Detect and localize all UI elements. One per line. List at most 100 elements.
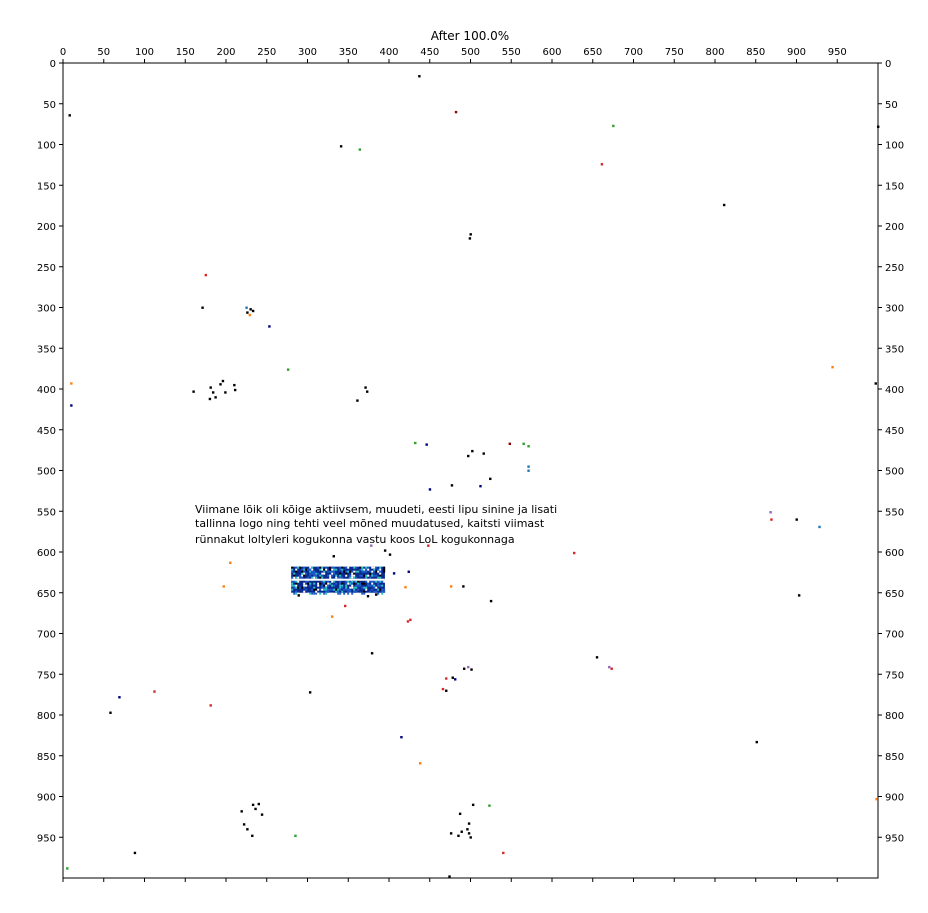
patch-pixel	[295, 584, 298, 587]
patch-pixel	[291, 568, 294, 571]
patch-pixel	[377, 584, 380, 587]
patch-pixel	[325, 588, 328, 591]
y-tick-label-left: 200	[37, 222, 56, 233]
data-point	[332, 555, 335, 558]
patch-pixel	[325, 592, 328, 595]
patch-pixel	[371, 570, 374, 573]
patch-pixel	[291, 576, 294, 579]
patch-pixel	[329, 566, 332, 569]
y-tick-label-left: 100	[37, 141, 56, 152]
patch-pixel	[357, 592, 360, 595]
patch-pixel	[333, 568, 336, 571]
patch-pixel	[327, 582, 330, 585]
data-point	[467, 822, 471, 825]
patch-pixel	[379, 574, 382, 577]
data-point	[468, 237, 472, 240]
data-point	[257, 802, 260, 806]
data-point	[449, 585, 453, 588]
y-tick-label-right: 350	[885, 344, 904, 355]
patch-pixel	[369, 580, 372, 583]
y-tick-label-right: 750	[885, 670, 904, 681]
patch-pixel	[373, 580, 376, 583]
patch-pixel	[313, 570, 316, 573]
patch-pixel	[379, 570, 382, 573]
patch-pixel	[327, 580, 330, 583]
patch-pixel	[379, 572, 382, 575]
patch-pixel	[353, 572, 356, 575]
patch-pixel	[347, 580, 350, 583]
data-point	[428, 488, 432, 491]
patch-pixel	[337, 592, 340, 595]
data-point	[445, 677, 448, 680]
x-tick-label: 500	[461, 47, 480, 58]
patch-pixel	[303, 570, 306, 573]
patch-pixel	[373, 586, 376, 589]
data-point	[251, 309, 255, 313]
patch-pixel	[377, 568, 380, 571]
patch-pixel	[365, 568, 368, 571]
patch-pixel	[341, 568, 344, 571]
patch-pixel	[295, 568, 298, 571]
patch-pixel	[345, 582, 348, 585]
data-point	[467, 665, 470, 669]
patch-pixel	[313, 576, 316, 579]
data-point	[224, 391, 227, 394]
patch-pixel	[295, 570, 298, 573]
patch-pixel	[359, 574, 362, 577]
patch-pixel	[379, 580, 382, 583]
data-point	[214, 396, 217, 399]
patch-pixel	[357, 570, 360, 573]
annotation-line-3: rünnakut loltyleri kogukonna vastu koos …	[195, 533, 515, 546]
patch-pixel	[321, 588, 324, 591]
patch-pixel	[291, 582, 294, 585]
data-point	[118, 696, 121, 699]
patch-pixel	[373, 568, 376, 571]
patch-pixel	[319, 576, 322, 579]
patch-pixel	[299, 576, 302, 579]
patch-pixel	[351, 576, 354, 579]
data-point	[469, 233, 472, 236]
data-point	[153, 690, 156, 693]
patch-pixel	[317, 572, 320, 575]
y-tick-label-right: 950	[885, 833, 904, 844]
data-point	[595, 656, 599, 659]
patch-pixel	[311, 588, 314, 591]
y-tick-label-right: 600	[885, 548, 904, 559]
patch-pixel	[361, 570, 364, 573]
patch-pixel	[317, 592, 320, 595]
data-point	[466, 828, 469, 831]
patch-pixel	[355, 580, 358, 583]
patch-pixel	[291, 570, 294, 573]
data-point	[388, 553, 392, 556]
patch-pixel	[367, 566, 370, 569]
patch-pixel	[375, 590, 378, 593]
patch-pixel	[341, 584, 344, 587]
patch-pixel	[295, 576, 298, 579]
patch-pixel	[323, 580, 326, 583]
patch-pixel	[341, 570, 344, 573]
patch-pixel	[363, 586, 366, 589]
patch-pixel	[337, 576, 340, 579]
patch-pixel	[301, 570, 304, 573]
patch-pixel	[303, 586, 306, 589]
patch-pixel	[345, 580, 348, 583]
patch-pixel	[349, 574, 352, 577]
y-tick-label-left: 650	[37, 589, 56, 600]
patch-pixel	[345, 574, 348, 577]
patch-pixel	[299, 566, 302, 569]
data-points	[66, 75, 880, 878]
patch-pixel	[321, 574, 324, 577]
patch-pixel	[349, 590, 352, 593]
data-point	[365, 390, 369, 393]
patch-pixel	[375, 586, 378, 589]
patch-pixel	[313, 588, 316, 591]
data-point	[248, 313, 252, 317]
y-tick-label-left: 550	[37, 507, 56, 518]
patch-pixel	[341, 586, 344, 589]
patch-pixel	[379, 588, 382, 591]
y-tick-label-right: 700	[885, 630, 904, 641]
y-tick-label-right: 400	[885, 385, 904, 396]
patch-pixel	[293, 580, 296, 583]
y-tick-label-right: 300	[885, 304, 904, 315]
